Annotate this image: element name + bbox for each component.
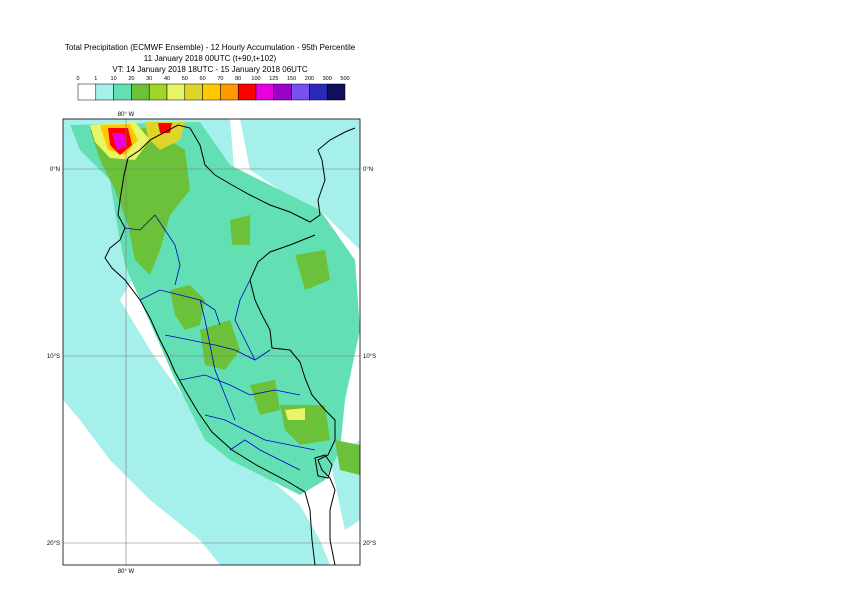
precip-patch-cusco bbox=[250, 380, 280, 415]
region-border-5 bbox=[204, 414, 316, 451]
chart-title-line1: Total Precipitation (ECMWF Ensemble) - 1… bbox=[64, 43, 356, 52]
region-border-7 bbox=[199, 299, 236, 421]
precip-patch-andes-central bbox=[170, 285, 205, 330]
legend-swatch bbox=[326, 83, 346, 101]
lat-label-left-20s: 20°S bbox=[47, 541, 60, 547]
precip-core-magenta bbox=[112, 133, 126, 150]
region-border-4 bbox=[179, 374, 301, 396]
legend-threshold-label: 200 bbox=[305, 76, 314, 82]
lat-label-left-10s: 10°S bbox=[47, 354, 60, 360]
region-border-2 bbox=[139, 289, 221, 326]
legend-threshold-label: 150 bbox=[287, 76, 296, 82]
precipitation-legend: 0 1 10 20 30 40 50 60 70 80 100 125 150 200 300 500 bbox=[76, 76, 350, 101]
lon-label-bottom: 80° W bbox=[118, 569, 135, 575]
region-border-8 bbox=[234, 279, 256, 361]
lat-label-right-10s: 10°S bbox=[363, 354, 376, 360]
chart-title-line3: VT: 14 January 2018 18UTC - 15 January 2… bbox=[112, 65, 308, 74]
eastern-border bbox=[249, 234, 336, 565]
precip-patch-bolivia bbox=[335, 440, 360, 475]
precip-core-yellow-3 bbox=[285, 408, 305, 420]
legend-threshold-label: 70 bbox=[217, 76, 223, 82]
region-border-1 bbox=[124, 214, 181, 286]
map-frame bbox=[62, 118, 361, 566]
legend-threshold-label: 100 bbox=[251, 76, 260, 82]
legend-threshold-label: 50 bbox=[182, 76, 188, 82]
legend-threshold-label: 125 bbox=[269, 76, 278, 82]
precip-patch-north bbox=[90, 128, 190, 275]
legend-threshold-label: 10 bbox=[111, 76, 117, 82]
lon-label-top: 80° W bbox=[118, 112, 135, 118]
region-border-3 bbox=[164, 334, 271, 361]
precip-patch-amazon bbox=[295, 250, 330, 290]
lat-label-right-20s: 20°S bbox=[363, 541, 376, 547]
chart-title-line2: 11 January 2018 00UTC (t+90,t+102) bbox=[143, 54, 277, 63]
precip-band-light-east bbox=[240, 119, 360, 250]
precip-patch-loreto bbox=[230, 215, 250, 245]
lake-titicaca bbox=[314, 454, 333, 479]
northern-border bbox=[127, 124, 356, 223]
lat-label-right-0n: 0°N bbox=[363, 167, 373, 173]
legend-threshold-label: 0 bbox=[76, 76, 79, 82]
legend-threshold-label: 500 bbox=[340, 76, 349, 82]
legend-threshold-label: 80 bbox=[235, 76, 241, 82]
precip-core-yellow-2 bbox=[145, 122, 185, 150]
legend-threshold-label: 20 bbox=[128, 76, 134, 82]
legend-threshold-label: 30 bbox=[146, 76, 152, 82]
region-border-6 bbox=[229, 439, 301, 471]
legend-threshold-label: 300 bbox=[323, 76, 332, 82]
precip-patch-andes-south bbox=[200, 320, 240, 370]
legend-threshold-label: 1 bbox=[94, 76, 97, 82]
legend-threshold-label: 40 bbox=[164, 76, 170, 82]
lat-label-left-0n: 0°N bbox=[50, 167, 60, 173]
legend-threshold-label: 60 bbox=[200, 76, 206, 82]
